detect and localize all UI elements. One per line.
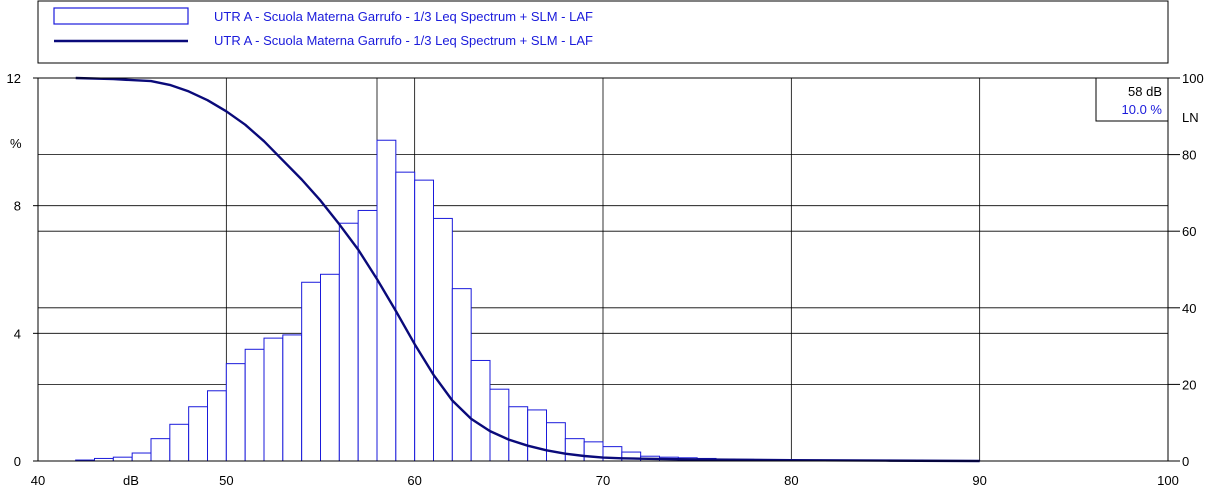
legend-bar-swatch [53,7,189,25]
plot-frame [37,77,1169,462]
histogram-bar [508,406,529,462]
cursor-value-label: 58 dB [1128,84,1162,99]
y-right-tick-label: 60 [1182,224,1196,239]
cumulative-line-path [75,76,980,463]
y-left-tick-label: 8 [14,199,21,214]
y-right-tick-label: 80 [1182,148,1196,163]
histogram-bar [338,222,359,462]
x-tick-label: 90 [972,473,986,488]
histogram-bar [414,179,434,462]
histogram-bar [263,337,284,462]
y-left-tick-label: 4 [14,326,21,341]
histogram-bar [451,288,472,462]
cumulative-line [75,76,980,463]
histogram-bar [207,390,227,462]
x-tick-label: 40 [31,473,45,488]
x-tick-label: 100 [1157,473,1179,488]
cursor-percent-label: 10.0 % [1122,102,1163,117]
histogram-bar [131,452,152,462]
x-axis-label: dB [123,473,139,488]
x-tick-label: 50 [219,473,233,488]
histogram-bar [225,363,246,462]
cursor-readout: 58 dB 10.0 % [1095,77,1169,122]
histogram-bar [112,456,133,462]
histogram-bar [470,359,491,462]
histogram-bar [433,217,453,462]
legend-bar-label: UTR A - Scuola Materna Garrufo - 1/3 Leq… [214,9,593,24]
cursor-readout-box [1095,77,1169,122]
y-left-axis-label: % [10,136,22,151]
y-right-tick-label: 0 [1182,454,1189,469]
histogram-bar [282,334,303,462]
histogram-bar [188,406,209,462]
x-tick-label: 80 [784,473,798,488]
histogram-bar [357,209,378,462]
legend: UTR A - Scuola Materna Garrufo - 1/3 Leq… [37,0,1169,64]
y-left-tick-label: 12 [7,71,21,86]
histogram-bar [169,423,190,462]
y-right-tick-label: 40 [1182,301,1196,316]
x-tick-label: 60 [407,473,421,488]
histogram-bar [244,348,265,462]
histogram-bar [546,422,566,462]
histogram-bar [376,139,397,462]
histogram-bar [564,438,585,462]
histogram-bar [301,281,321,462]
y-right-axis-label: LN [1182,110,1199,125]
histogram-bar [150,438,171,462]
histogram-bars [75,139,981,462]
histogram-bar [489,388,510,462]
y-left-tick-label: 0 [14,454,21,469]
legend-box [37,0,1169,64]
histogram-bar [320,273,340,462]
y-right-tick-label: 20 [1182,377,1196,392]
legend-line-label: UTR A - Scuola Materna Garrufo - 1/3 Leq… [214,33,593,48]
histogram-bar [527,409,548,462]
y-right-tick-label: 100 [1182,71,1204,86]
x-tick-label: 70 [596,473,610,488]
